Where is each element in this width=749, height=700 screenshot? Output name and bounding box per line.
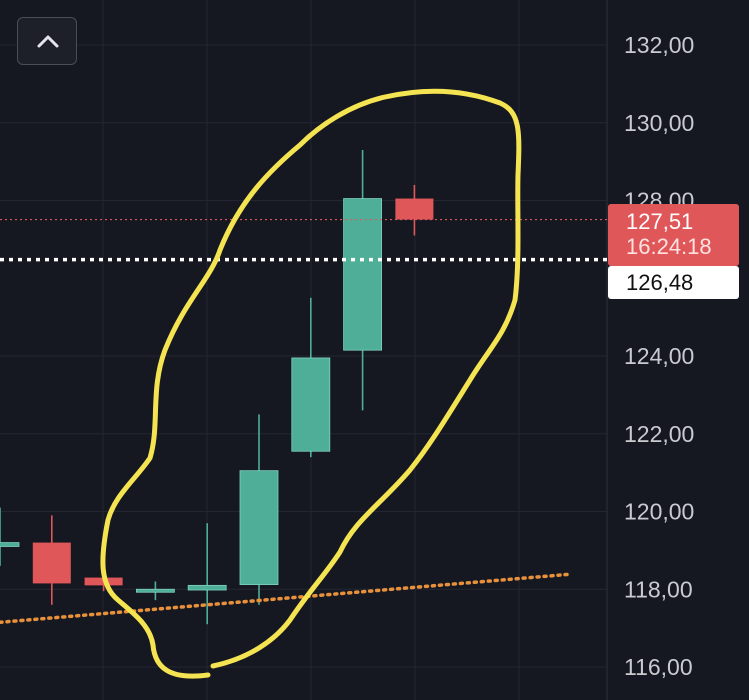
- candles: [0, 149, 434, 625]
- candle-8: [395, 184, 434, 236]
- candle-body: [135, 588, 175, 593]
- last-price-tag: 127,51 16:24:18: [608, 204, 739, 266]
- candle-body: [343, 198, 383, 351]
- tick-label-6: 118,00: [624, 576, 693, 602]
- tick-label-4: 122,00: [624, 421, 694, 447]
- candle-5: [239, 414, 279, 605]
- tick-label-3: 124,00: [624, 343, 694, 369]
- tick-label-7: 116,00: [624, 654, 693, 680]
- crosshair-price-label: 126,48: [626, 270, 694, 295]
- candle-4: [187, 523, 227, 625]
- candle-body: [291, 357, 331, 452]
- candle-0: [0, 507, 20, 566]
- hand-drawn-annotation: [100, 88, 522, 679]
- chevron-up-icon: [37, 35, 59, 48]
- candle-body: [187, 584, 227, 591]
- candle-6: [291, 297, 331, 458]
- candle-7: [343, 149, 383, 411]
- collapse-button[interactable]: [17, 17, 77, 65]
- candle-body: [0, 542, 20, 547]
- candle-body: [239, 470, 279, 585]
- price-axis: 132,00130,00128,00124,00122,00120,00118,…: [624, 32, 694, 680]
- candle-countdown: 16:24:18: [626, 234, 712, 259]
- candle-body: [395, 198, 434, 220]
- candle-body: [32, 542, 71, 584]
- tick-label-0: 132,00: [624, 32, 694, 58]
- tick-label-5: 120,00: [624, 499, 694, 525]
- candle-3: [135, 581, 175, 601]
- tick-label-1: 130,00: [624, 110, 694, 136]
- chart-grid: [0, 0, 607, 700]
- crosshair-price-tag: 126,48: [608, 266, 739, 299]
- last-price-label: 127,51: [626, 209, 694, 234]
- candle-1: [32, 515, 71, 605]
